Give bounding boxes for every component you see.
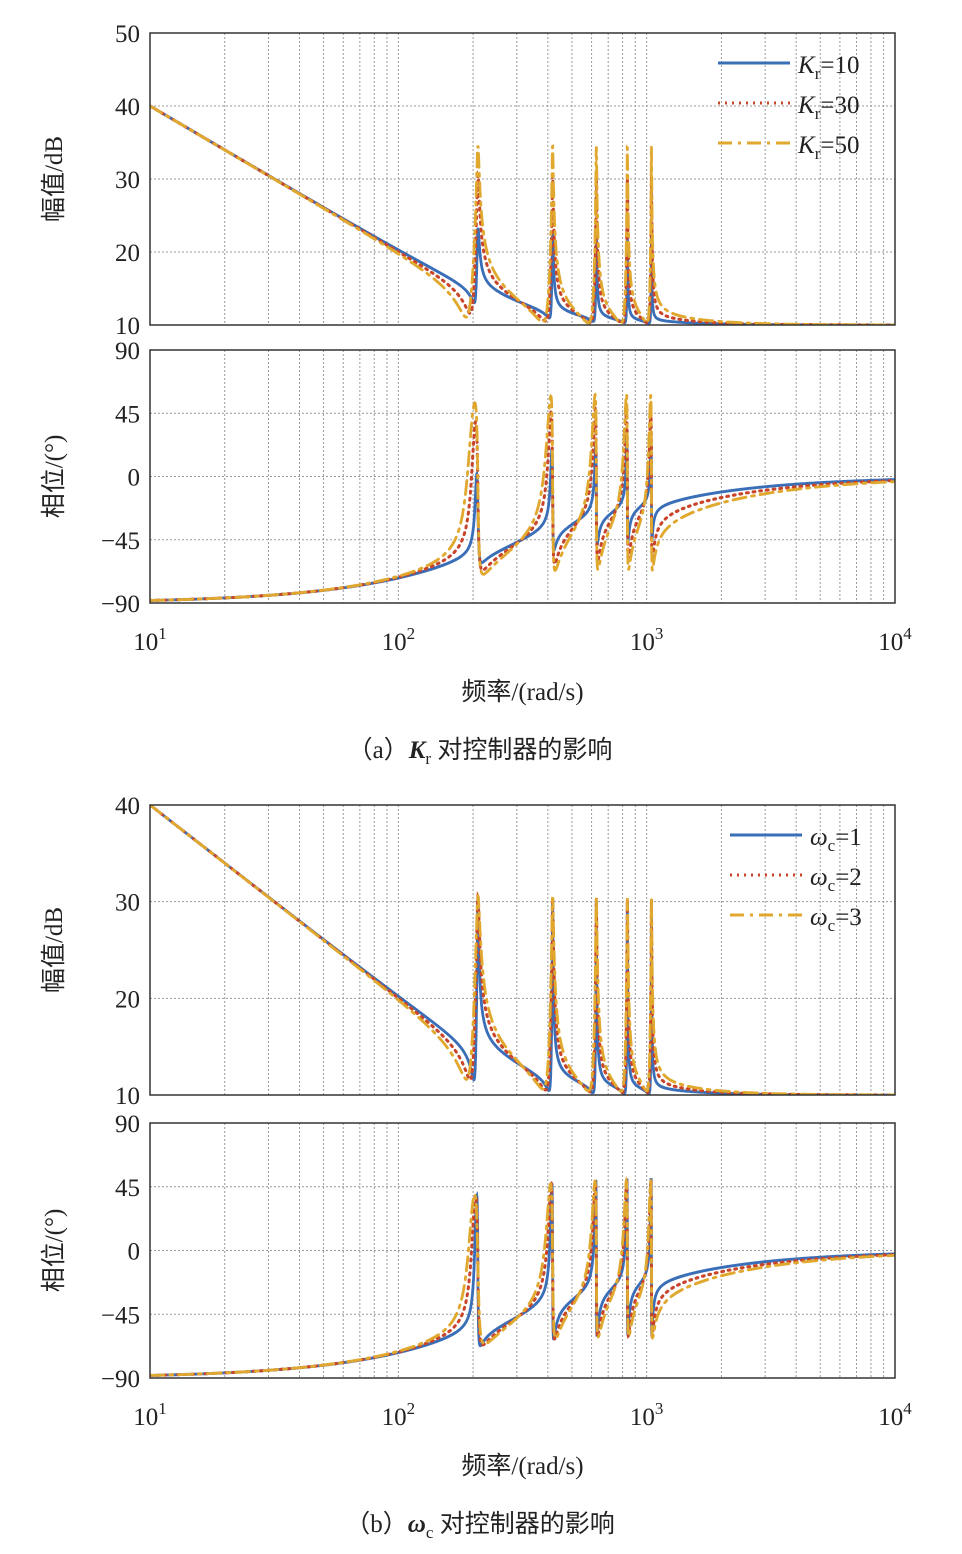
- series-phase-Kr=50: [150, 391, 895, 602]
- x-tick-label: 102: [382, 1399, 416, 1431]
- magnitude-panel: 10 20 30 40 幅值/dB ωc=1 ωc=2 ωc=3: [40, 793, 896, 1110]
- legend: ωc=1 ωc=2 ωc=3: [730, 824, 862, 935]
- y-axis-label: 幅值/dB: [40, 136, 68, 222]
- y-tick-label: 40: [115, 793, 140, 820]
- y-tick-label: 0: [128, 1239, 141, 1266]
- series-phase-Kr=30: [150, 400, 895, 602]
- series-magnitude-Kr=50: [150, 104, 895, 325]
- x-axis-label: 频率/(rad/s): [461, 1452, 583, 1480]
- phase-panel: −90 −45 0 45 90 相位/(°) 101 102 103 104 频率/(rad/s): [40, 338, 912, 706]
- series-phase-ωc=1: [150, 1177, 895, 1377]
- phase-panel: −90 −45 0 45 90 相位/(°) 101 102 103 104 频率/(rad/s): [40, 1111, 912, 1480]
- series-phase-ωc=2: [150, 1179, 895, 1377]
- figure-caption: （a）Kr 对控制器的影响: [348, 736, 613, 768]
- y-tick-label: 45: [115, 401, 140, 428]
- y-tick-label: −45: [101, 528, 140, 555]
- legend-label: Kr=30: [797, 92, 859, 123]
- plot-frame: [149, 804, 896, 1096]
- x-axis-label: 频率/(rad/s): [461, 678, 583, 706]
- x-tick-label: 101: [133, 624, 167, 656]
- y-axis-label: 幅值/dB: [40, 907, 68, 993]
- series-magnitude-Kr=10: [150, 104, 895, 325]
- y-axis-label: 相位/(°): [40, 1209, 68, 1293]
- legend-label: Kr=50: [797, 132, 859, 163]
- y-tick-label: 20: [115, 240, 140, 267]
- y-tick-label: 90: [115, 1111, 140, 1138]
- x-tick-label: 104: [878, 1399, 912, 1431]
- chart-b: 10 20 30 40 幅值/dB ωc=1 ωc=2 ωc=3 −90 −45 0 45 90 相位/(…: [40, 793, 912, 1542]
- y-tick-label: −90: [101, 591, 140, 618]
- y-tick-label: 50: [115, 21, 140, 48]
- plot-frame: [149, 1122, 896, 1379]
- y-tick-label: 10: [115, 1083, 140, 1110]
- y-tick-label: 40: [115, 94, 140, 121]
- y-tick-label: 30: [115, 167, 140, 194]
- x-tick-label: 103: [630, 1399, 664, 1431]
- y-tick-label: 0: [128, 465, 141, 492]
- legend-label: Kr=10: [797, 52, 859, 83]
- series-magnitude-ωc=3: [150, 805, 895, 1095]
- plot-frame: [149, 349, 896, 604]
- y-axis-label: 相位/(°): [40, 435, 68, 519]
- y-tick-label: 90: [115, 338, 140, 365]
- plot-frame: [149, 32, 896, 326]
- chart-a: 10 20 30 40 50 幅值/dB Kr=10 Kr=30 Kr=50 −90 −45 0 45 9…: [40, 21, 912, 768]
- legend-label: ωc=1: [810, 824, 862, 855]
- series-magnitude-ωc=1: [150, 805, 895, 1095]
- legend-label: ωc=3: [810, 904, 862, 935]
- x-tick-label: 103: [630, 624, 664, 656]
- x-tick-label: 104: [878, 624, 912, 656]
- y-tick-label: 45: [115, 1175, 140, 1202]
- legend: Kr=10 Kr=30 Kr=50: [718, 52, 859, 163]
- x-tick-label: 101: [133, 1399, 167, 1431]
- series-magnitude-Kr=30: [150, 104, 895, 325]
- y-tick-label: 10: [115, 313, 140, 340]
- y-tick-label: 30: [115, 890, 140, 917]
- series-phase-ωc=3: [150, 1175, 895, 1377]
- y-tick-label: 20: [115, 986, 140, 1013]
- y-tick-label: −45: [101, 1302, 140, 1329]
- series-phase-Kr=10: [150, 436, 895, 602]
- series-magnitude-ωc=2: [150, 805, 895, 1095]
- legend-label: ωc=2: [810, 864, 862, 895]
- x-tick-label: 102: [382, 624, 416, 656]
- magnitude-panel: 10 20 30 40 50 幅值/dB Kr=10 Kr=30 Kr=50: [40, 21, 896, 340]
- y-tick-label: −90: [101, 1366, 140, 1393]
- figure-caption: （b）ωc 对控制器的影响: [345, 1510, 614, 1542]
